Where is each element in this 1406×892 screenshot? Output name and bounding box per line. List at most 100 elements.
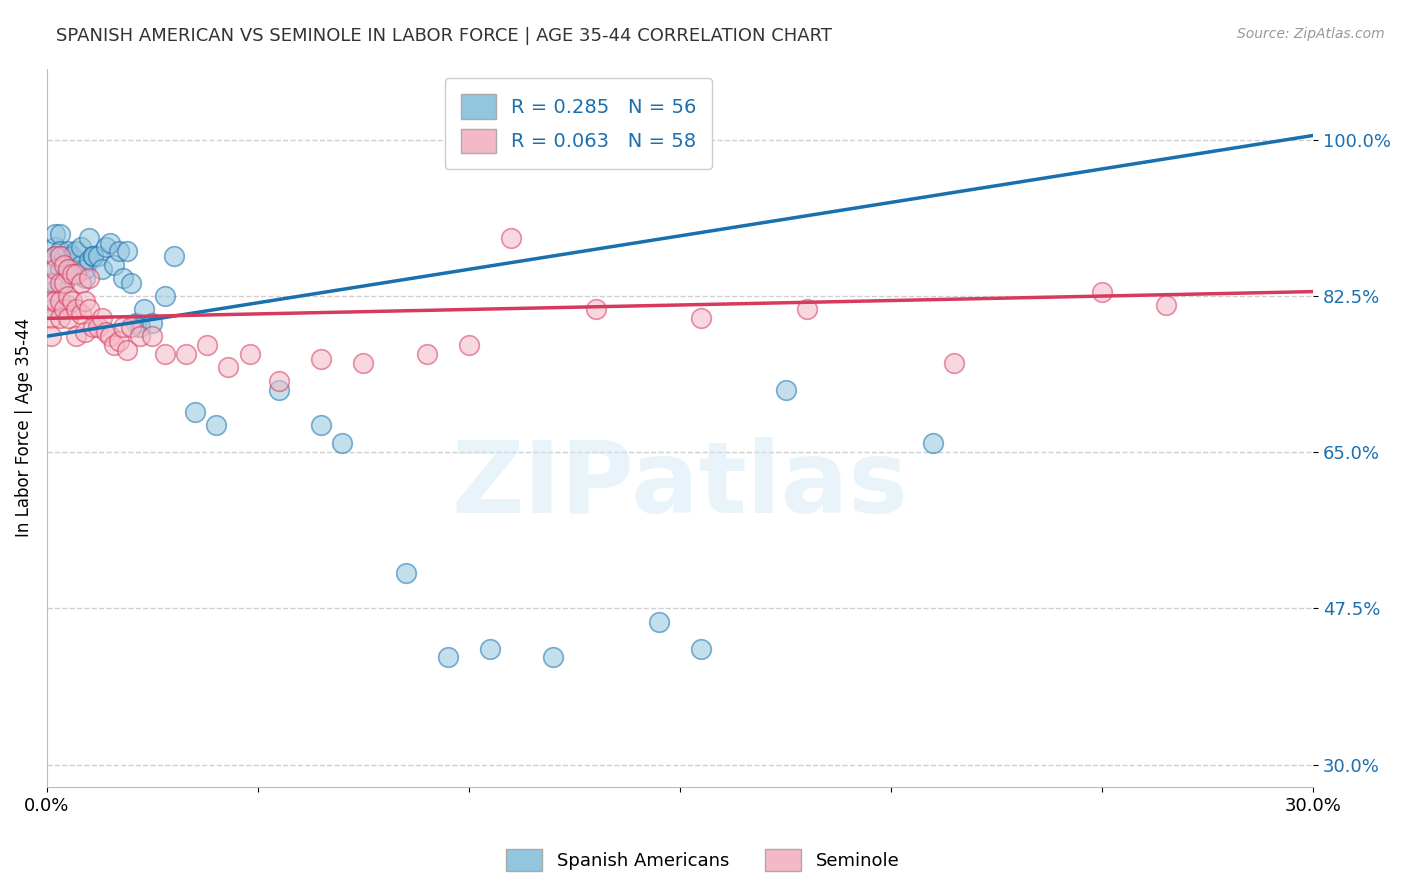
Point: [107, 334, 129, 348]
Point: [56, 298, 79, 312]
Point: [94, 325, 117, 339]
Point: [77, 271, 100, 285]
Point: [153, 347, 176, 361]
Point: [69, 258, 91, 272]
Point: [69, 307, 91, 321]
Point: [120, 276, 142, 290]
Point: [48, 249, 70, 263]
Text: ZIPatlas: ZIPatlas: [451, 437, 908, 533]
Point: [107, 244, 129, 259]
Point: [48, 293, 70, 308]
Point: [48, 311, 70, 326]
Point: [90, 262, 112, 277]
Point: [60, 293, 83, 308]
Point: [267, 383, 290, 397]
Point: [98, 235, 121, 250]
Point: [73, 271, 96, 285]
Point: [353, 356, 375, 370]
Point: [648, 615, 671, 629]
Point: [65, 267, 87, 281]
Point: [52, 258, 75, 272]
Point: [183, 405, 205, 419]
Point: [128, 329, 150, 343]
Point: [44, 249, 66, 263]
Legend: R = 0.285   N = 56, R = 0.063   N = 58: R = 0.285 N = 56, R = 0.063 N = 58: [446, 78, 713, 169]
Point: [44, 262, 66, 277]
Point: [437, 650, 460, 665]
Point: [52, 302, 75, 317]
Point: [501, 231, 523, 245]
Point: [44, 276, 66, 290]
Point: [153, 289, 176, 303]
Point: [69, 276, 91, 290]
Point: [65, 329, 87, 343]
Point: [115, 244, 138, 259]
Point: [56, 311, 79, 326]
Point: [204, 418, 226, 433]
Point: [416, 347, 439, 361]
Point: [60, 267, 83, 281]
Point: [39, 311, 62, 326]
Point: [48, 262, 70, 277]
Point: [52, 276, 75, 290]
Point: [39, 258, 62, 272]
Point: [543, 650, 565, 665]
Point: [162, 249, 184, 263]
Point: [77, 231, 100, 245]
Point: [56, 267, 79, 281]
Point: [77, 253, 100, 268]
Point: [458, 338, 481, 352]
Point: [922, 436, 945, 450]
Point: [73, 325, 96, 339]
Point: [52, 253, 75, 268]
Point: [82, 249, 104, 263]
Point: [65, 302, 87, 317]
Point: [77, 302, 100, 317]
Point: [124, 316, 146, 330]
Point: [60, 249, 83, 263]
Point: [332, 436, 354, 450]
Point: [267, 374, 290, 388]
Point: [132, 302, 155, 317]
Point: [56, 289, 79, 303]
Point: [39, 285, 62, 299]
Point: [775, 383, 797, 397]
Point: [479, 641, 502, 656]
Point: [86, 249, 108, 263]
Point: [311, 351, 333, 366]
Point: [44, 293, 66, 308]
Point: [56, 262, 79, 277]
Point: [141, 316, 163, 330]
Point: [56, 244, 79, 259]
Point: [1154, 298, 1177, 312]
Point: [311, 418, 333, 433]
Point: [48, 227, 70, 241]
Point: [39, 293, 62, 308]
Legend: Spanish Americans, Seminole: Spanish Americans, Seminole: [499, 842, 907, 879]
Point: [65, 244, 87, 259]
Point: [44, 249, 66, 263]
Point: [796, 302, 818, 317]
Point: [73, 262, 96, 277]
Point: [65, 267, 87, 281]
Point: [94, 240, 117, 254]
Point: [44, 240, 66, 254]
Point: [60, 262, 83, 277]
Point: [86, 320, 108, 334]
Point: [111, 271, 134, 285]
Text: SPANISH AMERICAN VS SEMINOLE IN LABOR FORCE | AGE 35-44 CORRELATION CHART: SPANISH AMERICAN VS SEMINOLE IN LABOR FO…: [56, 27, 832, 45]
Point: [52, 276, 75, 290]
Point: [174, 347, 197, 361]
Point: [52, 249, 75, 263]
Point: [141, 329, 163, 343]
Point: [39, 329, 62, 343]
Point: [690, 311, 713, 326]
Point: [195, 338, 218, 352]
Point: [395, 566, 418, 580]
Point: [90, 311, 112, 326]
Point: [82, 320, 104, 334]
Point: [44, 227, 66, 241]
Point: [103, 338, 125, 352]
Point: [48, 244, 70, 259]
Y-axis label: In Labor Force | Age 35-44: In Labor Force | Age 35-44: [15, 318, 32, 537]
